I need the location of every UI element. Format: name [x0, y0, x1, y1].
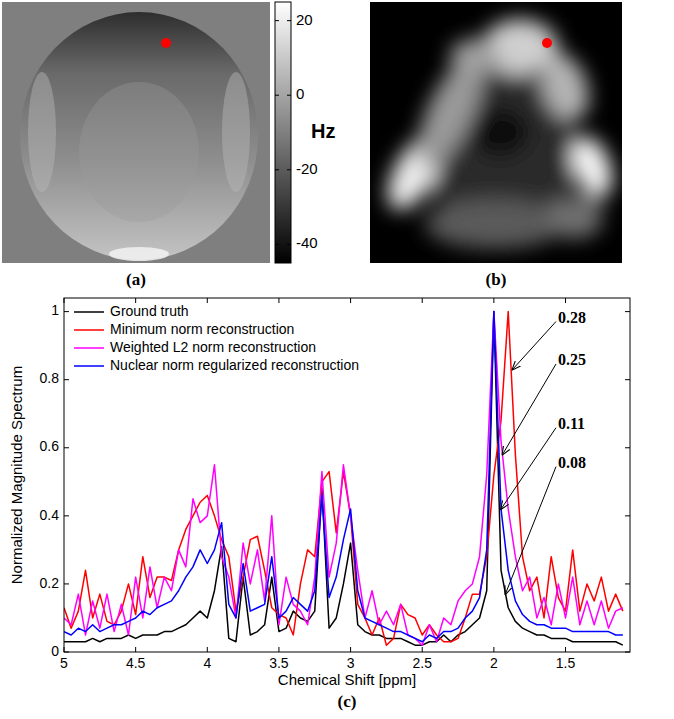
legend-swatch: [74, 365, 104, 367]
legend-swatch: [74, 329, 104, 331]
x-tick-label: 4: [203, 655, 211, 671]
series-line: [64, 312, 623, 646]
intensity-image: [377, 19, 620, 249]
legend-label: Nuclear norm regularized reconstruction: [110, 357, 359, 373]
y-tick: [625, 515, 630, 516]
intensity-blob: [470, 107, 530, 157]
colorbar: [275, 2, 291, 263]
legend-label: Minimum norm reconstruction: [110, 321, 294, 337]
x-tick-label: 2.5: [412, 655, 432, 671]
legend-label: Weighted L2 norm reconstruction: [110, 339, 316, 355]
panel-label: (a): [126, 270, 146, 289]
colorbar-tick: [275, 244, 279, 245]
x-tick: [350, 298, 351, 303]
legend-label: Ground truth: [110, 303, 189, 319]
series-line: [64, 312, 623, 646]
colorbar-tick: [287, 95, 291, 96]
plot-background: [64, 298, 630, 652]
y-tick-label: 0: [51, 643, 59, 659]
y-tick: [64, 515, 69, 516]
y-tick: [64, 379, 69, 380]
panel-label: (c): [338, 692, 357, 711]
field-map-detail: [222, 72, 250, 192]
x-tick-label: 2: [490, 655, 498, 671]
x-axis-title: Chemical Shift [ppm]: [278, 671, 416, 688]
x-tick: [422, 298, 423, 303]
x-tick: [565, 647, 566, 652]
legend-swatch: [74, 347, 104, 349]
intensity-blob: [547, 195, 603, 239]
annotation-arrow: [501, 428, 556, 509]
y-tick-label: 0.2: [40, 575, 60, 591]
image-background: [2, 2, 270, 263]
y-tick-label: 0.8: [40, 370, 60, 386]
figure: 20 0 -20 -40 Hz (a) (b) 5 4.5 4 3.5 3 2.5 2 1.5 0 0.2 0.4…: [0, 0, 674, 719]
y-tick: [625, 311, 630, 312]
legend-swatch: [74, 311, 104, 313]
y-tick-label: 0.6: [40, 438, 60, 454]
colorbar-tick: [275, 20, 279, 21]
annotation-arrow: [502, 364, 556, 455]
series-line: [64, 312, 623, 642]
voxel-marker: [542, 38, 552, 48]
series-line: [64, 312, 623, 646]
annotation-label: 0.28: [558, 309, 586, 326]
colorbar-tick-label: 0: [296, 85, 304, 102]
colorbar-label: Hz: [311, 120, 335, 142]
x-tick: [350, 647, 351, 652]
field-map-detail: [79, 82, 199, 222]
x-tick: [278, 647, 279, 652]
intensity-blob: [532, 47, 597, 128]
y-tick: [64, 583, 69, 584]
x-tick: [565, 298, 566, 303]
x-tick: [422, 647, 423, 652]
x-tick: [493, 298, 494, 303]
annotation-label: 0.08: [558, 454, 586, 471]
plot-frame: [64, 298, 630, 652]
field-map: [20, 12, 258, 260]
field-map-detail: [109, 247, 169, 261]
intensity-blob: [450, 39, 500, 75]
y-tick: [625, 379, 630, 380]
field-map-detail: [28, 72, 56, 192]
colorbar-tick-label: 20: [296, 11, 313, 28]
annotation-label: 0.25: [558, 351, 586, 368]
x-tick: [135, 647, 136, 652]
y-axis-title: Normalized Magnitude Spectrum: [8, 366, 25, 584]
colorbar-tick: [287, 169, 291, 170]
x-tick: [278, 298, 279, 303]
colorbar-tick: [287, 20, 291, 21]
colorbar-tick-label: -40: [296, 234, 318, 251]
x-tick-label: 3: [347, 655, 355, 671]
image-panel: [370, 2, 622, 263]
intensity-blob: [564, 131, 620, 203]
colorbar-tick: [275, 95, 279, 96]
annotation-arrow: [505, 467, 556, 594]
x-tick-label: 1.5: [556, 655, 576, 671]
colorbar-tick-label: -20: [296, 160, 318, 177]
annotation-arrow: [513, 322, 556, 370]
annotation-label: 0.11: [558, 415, 585, 432]
x-tick: [207, 647, 208, 652]
x-tick: [207, 298, 208, 303]
colorbar-tick: [275, 169, 279, 170]
image-background: [370, 2, 622, 263]
y-tick: [64, 447, 69, 448]
colorbar-tick: [287, 244, 291, 245]
x-tick-label: 3.5: [269, 655, 289, 671]
intensity-blob: [425, 199, 565, 249]
image-panel: [2, 2, 270, 263]
x-tick-label: 5: [60, 655, 68, 671]
y-tick-label: 1: [51, 302, 59, 318]
y-tick: [625, 583, 630, 584]
series-group: [64, 312, 623, 646]
voxel-marker: [161, 38, 171, 48]
y-tick-label: 0.4: [40, 507, 60, 523]
y-tick: [625, 447, 630, 448]
y-tick: [64, 311, 69, 312]
x-tick-label: 4.5: [126, 655, 146, 671]
panel-label: (b): [486, 270, 507, 289]
x-tick: [493, 647, 494, 652]
legend: Ground truth Minimum norm reconstruction W…: [74, 303, 359, 373]
